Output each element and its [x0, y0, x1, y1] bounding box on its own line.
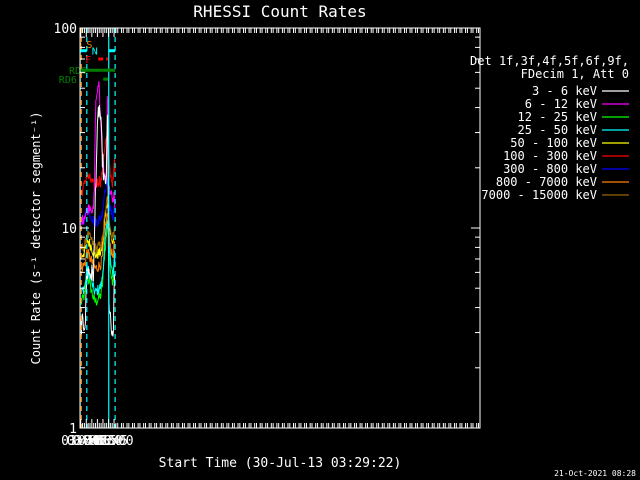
legend-entry-label: 12 - 25 keV	[518, 110, 597, 124]
flag-label-rd6-lower: RD6	[59, 75, 77, 86]
y-tick-label: 100	[54, 22, 77, 37]
legend-entry-label: 7000 - 15000 keV	[481, 188, 597, 202]
flag-label-s: S	[86, 40, 92, 51]
flag-label-n: N	[92, 47, 98, 58]
timestamp: 21-Oct-2021 08:28	[554, 469, 636, 478]
legend-entry-label: 25 - 50 keV	[518, 123, 597, 137]
y-axis-label: Count Rate (s⁻¹ detector segment⁻¹)	[29, 112, 43, 365]
legend-entry-label: 6 - 12 keV	[525, 97, 597, 111]
x-tick-label: 05:00	[94, 434, 133, 449]
chart-title: RHESSI Count Rates	[193, 2, 366, 21]
legend-entry-label: 50 - 100 keV	[510, 136, 597, 150]
legend-entry-label: 100 - 300 keV	[503, 149, 597, 163]
x-tick-label: 04:00	[72, 434, 111, 449]
x-tick-label: 03:30	[61, 434, 100, 449]
x-tick-label: 03:45	[67, 434, 106, 449]
legend-header-line-1: Det 1f,3f,4f,5f,6f,9f,	[470, 54, 629, 68]
legend-entry-label: 3 - 6 keV	[532, 84, 597, 98]
legend-entry-label: 800 - 7000 keV	[496, 175, 597, 189]
x-tick-label: 04:15	[78, 434, 117, 449]
y-tick-label: 1	[69, 422, 77, 437]
flag-label-f: F	[85, 55, 91, 66]
flag-label-rd6-upper: RD6	[69, 66, 87, 77]
y-tick-label: 10	[61, 222, 77, 237]
legend-header-line-2: FDecim 1, Att 0	[521, 67, 629, 81]
legend-entry-label: 300 - 800 keV	[503, 162, 597, 176]
x-tick-label: 04:45	[89, 434, 128, 449]
x-axis-label: Start Time (30-Jul-13 03:29:22)	[159, 456, 402, 471]
legend: Det 1f,3f,4f,5f,6f,9f, FDecim 1, Att 0 3…	[470, 54, 629, 202]
x-tick-label: 04:30	[83, 434, 122, 449]
